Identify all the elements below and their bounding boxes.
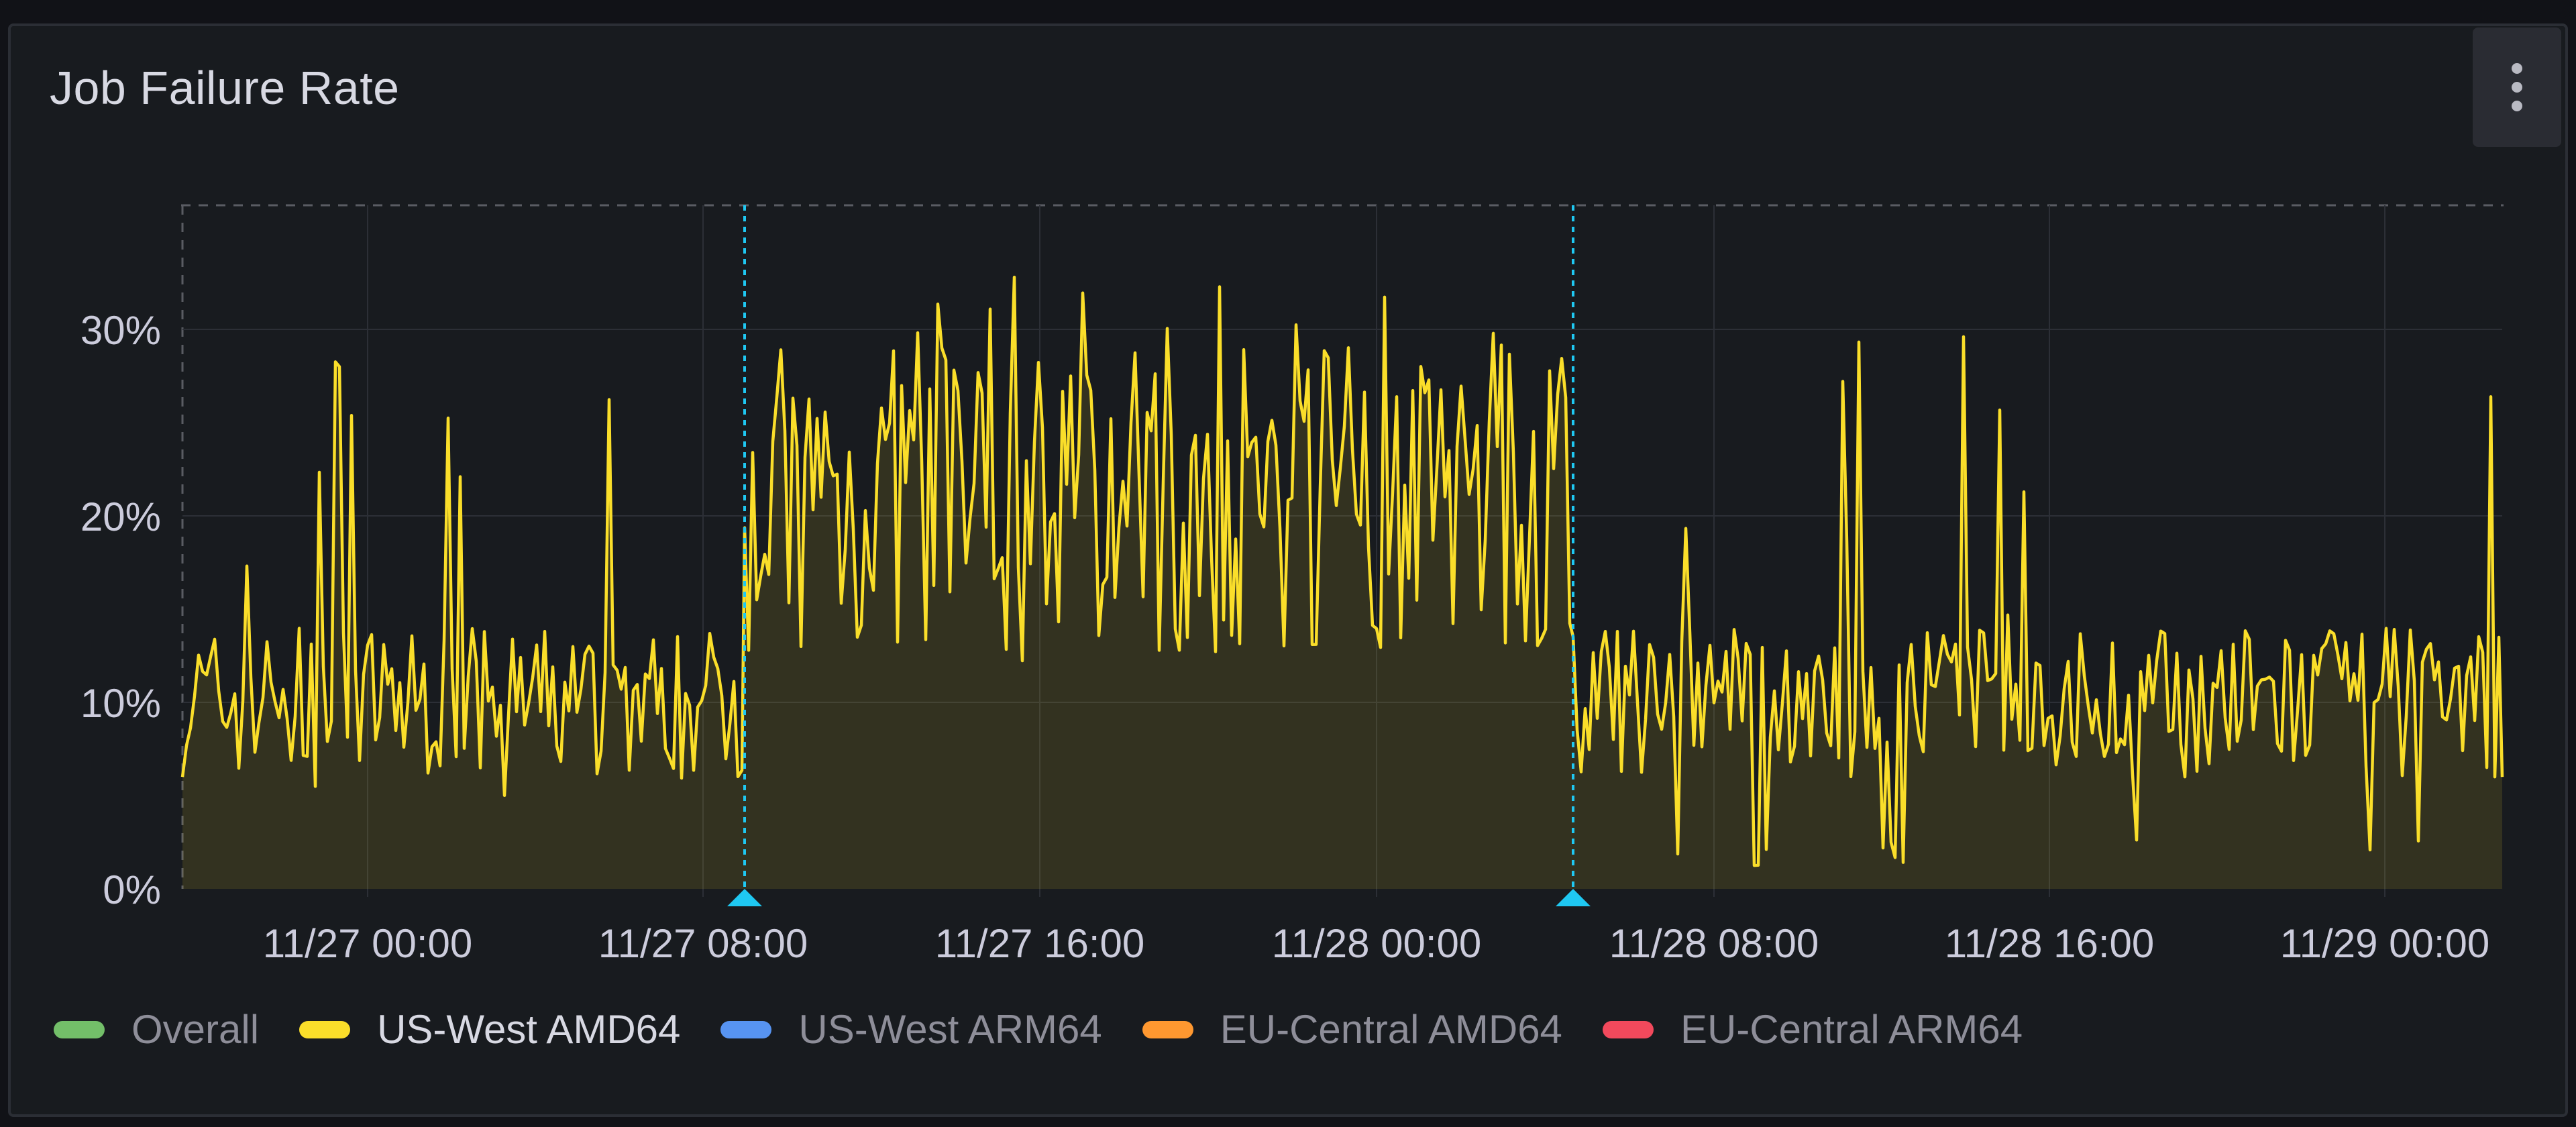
x-tick: 11/28 16:00 [1944, 921, 2155, 966]
x-tick: 11/28 00:00 [1271, 921, 1482, 966]
y-tick: 10% [80, 681, 161, 726]
panel-title: Job Failure Rate [50, 62, 400, 114]
legend-label: EU-Central AMD64 [1220, 1007, 1562, 1052]
kebab-dot [2512, 82, 2522, 93]
kebab-vertical-icon [2512, 63, 2522, 74]
legend-item-us-west-amd64[interactable]: US-West AMD64 [299, 1006, 680, 1053]
legend-label: US-West AMD64 [377, 1007, 681, 1052]
x-tick: 11/27 00:00 [262, 921, 473, 966]
y-tick: 20% [80, 494, 161, 539]
legend-swatch-icon [720, 1020, 772, 1038]
legend-item-eu-central-arm64[interactable]: EU-Central ARM64 [1602, 1006, 2023, 1053]
legend-swatch-icon [54, 1020, 105, 1038]
panel-menu-button[interactable] [2473, 28, 2561, 147]
annotation-marker-icon[interactable] [1556, 889, 1591, 906]
annotation-marker-icon[interactable] [727, 889, 762, 906]
legend-item-eu-central-amd64[interactable]: EU-Central AMD64 [1142, 1006, 1562, 1053]
x-tick: 11/27 16:00 [934, 921, 1145, 966]
legend-swatch-icon [299, 1020, 351, 1038]
x-tick: 11/29 00:00 [2279, 921, 2490, 966]
series-area-us-west-amd64 [182, 277, 2502, 889]
legend-swatch-icon [1602, 1020, 1654, 1038]
x-tick: 11/27 08:00 [598, 921, 808, 966]
legend-swatch-icon [1142, 1020, 1193, 1038]
legend-label: EU-Central ARM64 [1680, 1007, 2023, 1052]
legend-item-overall[interactable]: Overall [54, 1006, 259, 1053]
legend-item-us-west-arm64[interactable]: US-West ARM64 [720, 1006, 1102, 1053]
legend-label: Overall [131, 1007, 260, 1052]
x-tick: 11/28 08:00 [1609, 921, 1819, 966]
y-tick: 30% [80, 308, 161, 353]
annotations [727, 205, 1591, 906]
y-tick: 0% [103, 867, 161, 912]
legend-label: US-West ARM64 [798, 1007, 1102, 1052]
legend: Overall US-West AMD64 US-West ARM64 EU-C… [54, 1006, 2063, 1053]
kebab-dot [2512, 101, 2522, 111]
series-line-us-west-amd64[interactable] [180, 275, 2504, 867]
